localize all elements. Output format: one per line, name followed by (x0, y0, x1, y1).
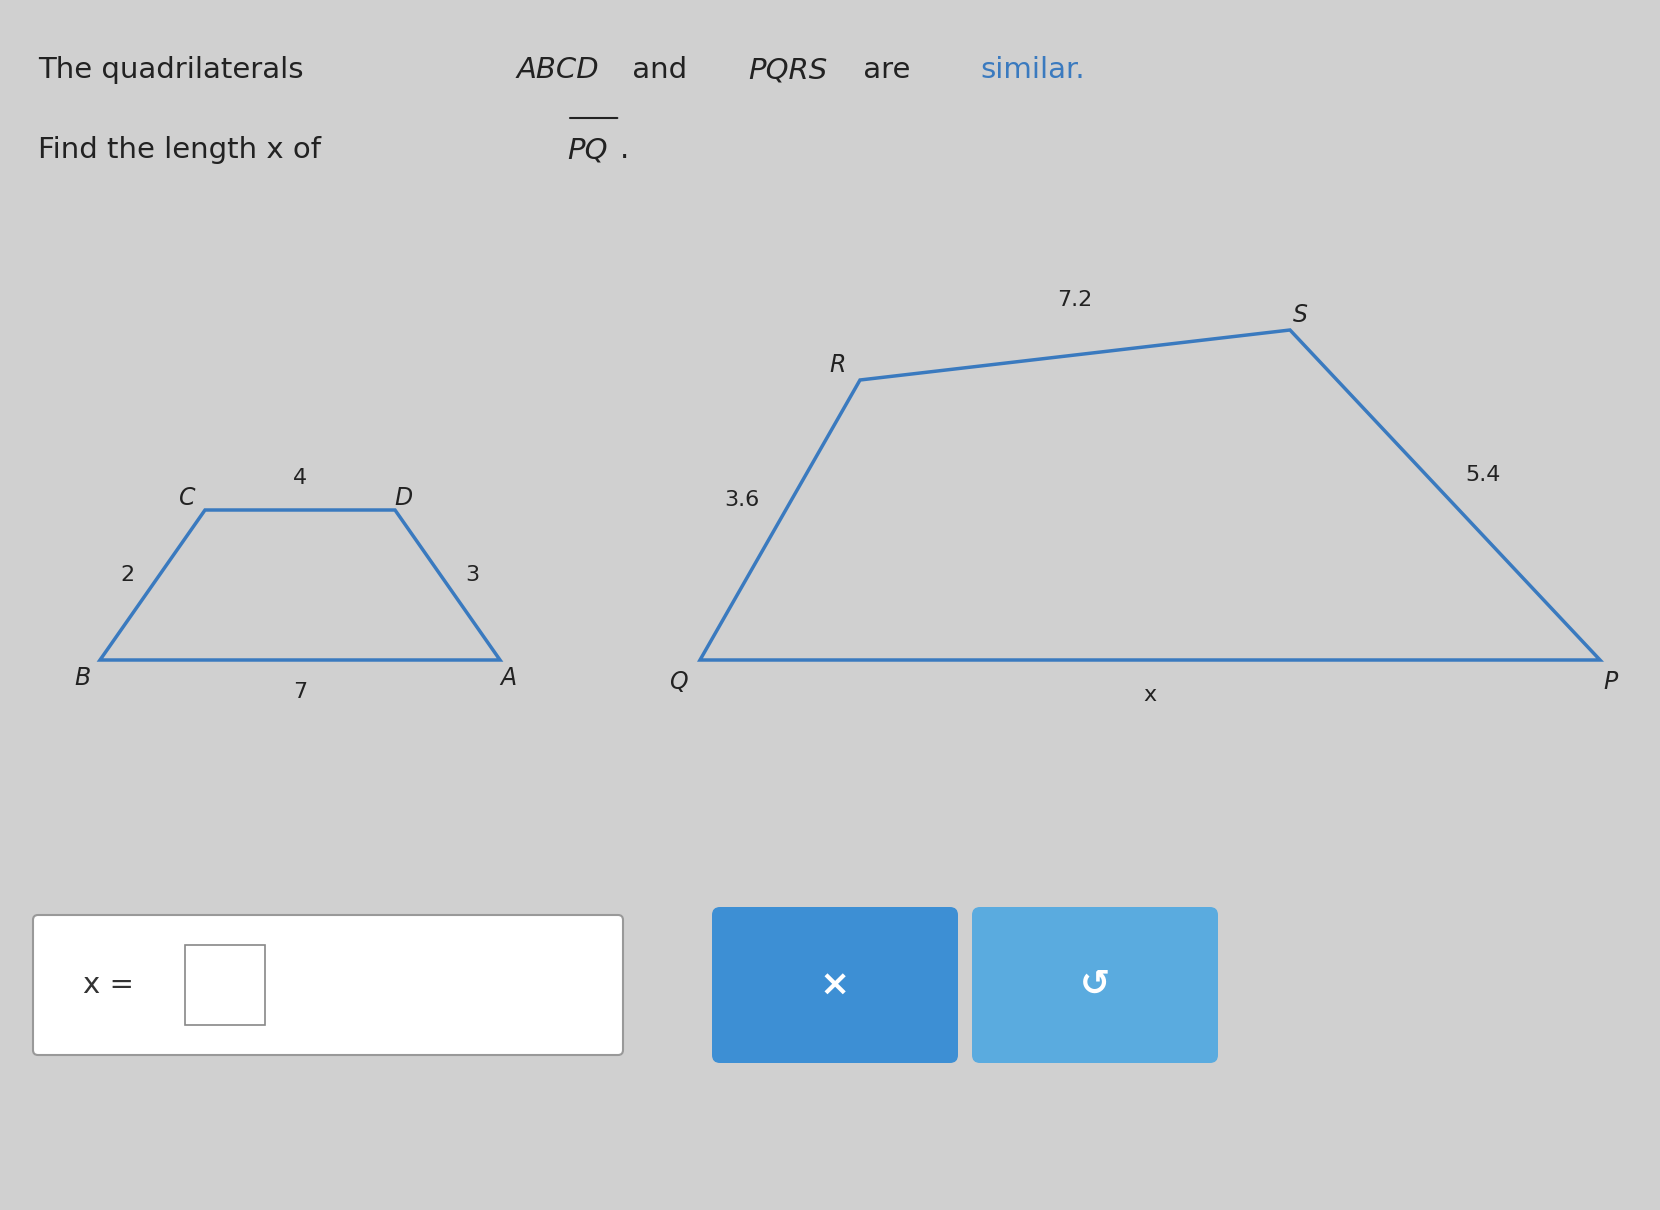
Text: ×: × (820, 968, 850, 1002)
Text: similar.: similar. (981, 56, 1086, 83)
Text: ↺: ↺ (1081, 968, 1111, 1002)
Text: 7.2: 7.2 (1057, 290, 1092, 310)
Text: 4: 4 (292, 468, 307, 488)
Text: P: P (1604, 670, 1617, 695)
Text: Q: Q (669, 670, 687, 695)
Text: x: x (1144, 685, 1157, 705)
Text: x =: x = (83, 970, 143, 999)
FancyBboxPatch shape (33, 915, 622, 1055)
FancyBboxPatch shape (973, 908, 1218, 1064)
Text: A: A (500, 666, 516, 690)
Text: PQRS: PQRS (749, 56, 828, 83)
Text: 3: 3 (465, 565, 480, 584)
Text: B: B (75, 666, 90, 690)
Text: 2: 2 (121, 565, 134, 584)
Text: The quadrilaterals: The quadrilaterals (38, 56, 312, 83)
Text: 3.6: 3.6 (725, 490, 760, 509)
Text: R: R (830, 353, 847, 378)
Text: and: and (622, 56, 696, 83)
Text: PQ: PQ (568, 136, 608, 165)
Text: Find the length x of: Find the length x of (38, 136, 330, 165)
Text: C: C (179, 486, 196, 509)
Text: are: are (855, 56, 920, 83)
Text: S: S (1293, 302, 1308, 327)
Text: 7: 7 (292, 682, 307, 702)
FancyBboxPatch shape (184, 945, 266, 1025)
Text: 5.4: 5.4 (1466, 465, 1501, 485)
Text: ABCD: ABCD (516, 56, 599, 83)
Text: D: D (393, 486, 412, 509)
FancyBboxPatch shape (712, 908, 958, 1064)
Text: .: . (621, 136, 629, 165)
